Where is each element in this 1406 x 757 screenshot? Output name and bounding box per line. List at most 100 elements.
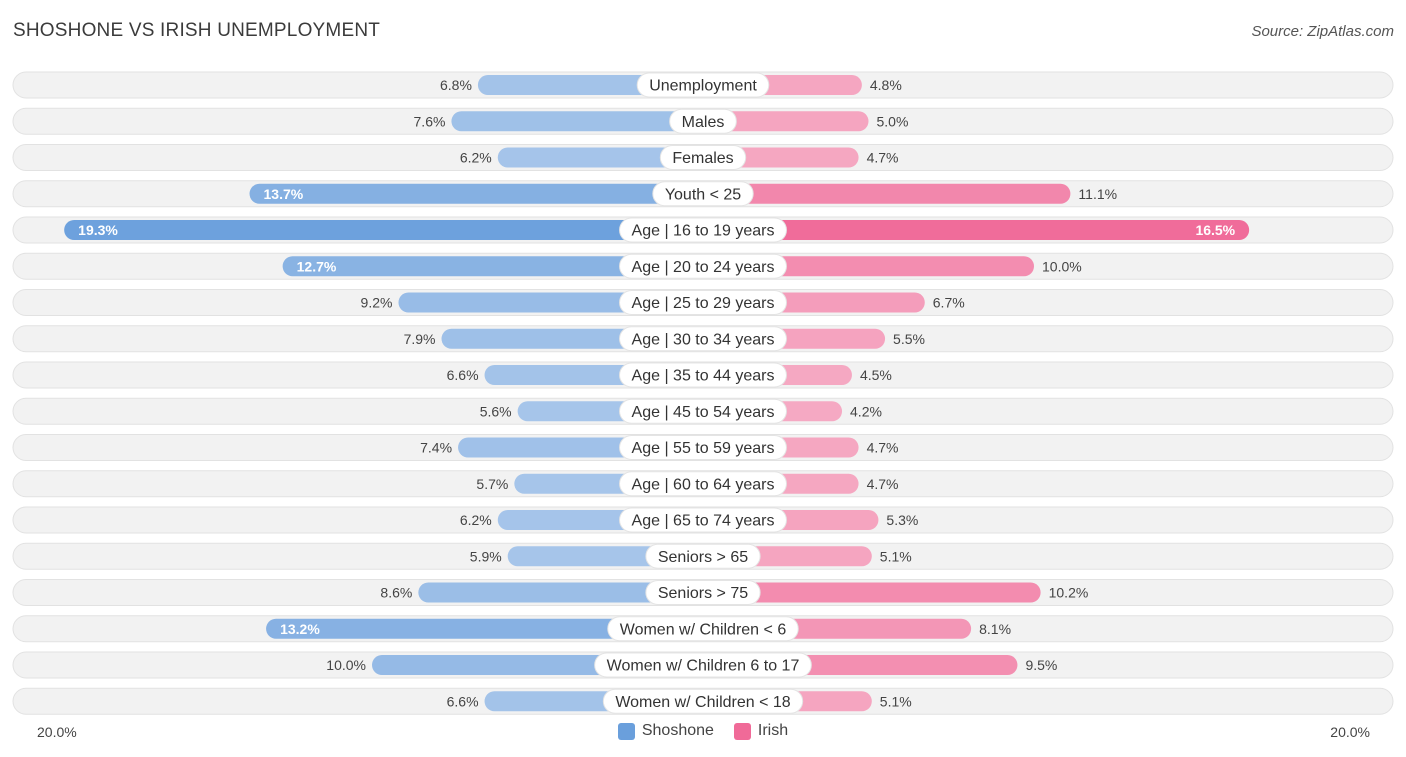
category-label: Age | 25 to 29 years bbox=[632, 295, 775, 312]
value-label-irish: 5.3% bbox=[886, 512, 918, 528]
value-label-shoshone: 6.8% bbox=[440, 77, 472, 93]
category-label: Women w/ Children 6 to 17 bbox=[607, 658, 800, 675]
value-label-shoshone: 7.9% bbox=[404, 331, 436, 347]
row-15: 13.2% 8.1% Women w/ Children < 6 bbox=[12, 615, 1394, 643]
category-pill bbox=[594, 652, 812, 678]
value-label-shoshone: 19.3% bbox=[78, 222, 118, 238]
legend-swatch-shoshone bbox=[617, 722, 635, 740]
category-label: Age | 60 to 64 years bbox=[632, 476, 775, 493]
row-8: 6.6% 4.5% Age | 35 to 44 years bbox=[12, 361, 1394, 389]
category-pill bbox=[607, 616, 799, 642]
bar-irish bbox=[703, 111, 869, 132]
category-label: Age | 30 to 34 years bbox=[632, 331, 775, 348]
value-label-shoshone: 7.6% bbox=[414, 113, 446, 129]
category-pill bbox=[659, 145, 747, 170]
category-pill bbox=[645, 543, 761, 569]
category-pill bbox=[619, 507, 787, 533]
axis-label-right: 20.0% bbox=[1330, 724, 1370, 740]
value-label-irish: 8.1% bbox=[979, 621, 1011, 637]
value-label-irish: 5.5% bbox=[893, 331, 925, 347]
value-label-irish: 10.2% bbox=[1049, 585, 1089, 601]
value-label-irish: 10.0% bbox=[1042, 258, 1082, 274]
category-label: Age | 16 to 19 years bbox=[632, 223, 775, 240]
category-label: Seniors > 65 bbox=[658, 549, 748, 566]
row-7: 7.9% 5.5% Age | 30 to 34 years bbox=[12, 325, 1394, 353]
row-2: 6.2% 4.7% Females bbox=[12, 144, 1394, 171]
category-label: Seniors > 75 bbox=[658, 585, 748, 602]
value-label-irish: 4.2% bbox=[850, 403, 882, 419]
row-3: 13.7% 11.1% Youth < 25 bbox=[12, 180, 1394, 208]
category-pill bbox=[652, 181, 754, 207]
category-pill bbox=[619, 290, 787, 315]
category-pill bbox=[619, 471, 787, 497]
category-label: Women w/ Children < 18 bbox=[615, 694, 790, 711]
category-pill bbox=[619, 217, 787, 243]
value-label-shoshone: 8.6% bbox=[380, 585, 412, 601]
legend-swatch-irish bbox=[733, 722, 751, 740]
value-label-irish: 4.7% bbox=[867, 150, 899, 166]
bar-irish bbox=[703, 183, 1071, 204]
value-label-irish: 16.5% bbox=[1195, 222, 1235, 238]
category-pill bbox=[619, 326, 787, 352]
category-label: Age | 45 to 54 years bbox=[632, 404, 775, 421]
bar-irish bbox=[703, 582, 1041, 603]
category-pill bbox=[619, 435, 787, 460]
bar-shoshone bbox=[249, 183, 703, 204]
bar-shoshone bbox=[64, 220, 704, 240]
category-pill bbox=[636, 72, 770, 98]
category-label: Age | 35 to 44 years bbox=[632, 368, 775, 385]
legend-label-irish: Irish bbox=[757, 722, 789, 739]
row-14: 8.6% 10.2% Seniors > 75 bbox=[12, 579, 1394, 606]
bar-shoshone bbox=[497, 147, 703, 168]
row-6: 9.2% 6.7% Age | 25 to 29 years bbox=[12, 289, 1394, 316]
value-label-shoshone: 6.6% bbox=[447, 367, 479, 383]
category-label: Age | 20 to 24 years bbox=[632, 259, 775, 276]
category-pill bbox=[669, 108, 737, 134]
value-label-shoshone: 5.6% bbox=[480, 403, 512, 419]
category-label: Males bbox=[682, 114, 725, 131]
category-pill bbox=[602, 688, 804, 714]
legend-label-shoshone: Shoshone bbox=[641, 722, 714, 739]
value-label-shoshone: 7.4% bbox=[420, 440, 452, 456]
row-0: 6.8% 4.8% Unemployment bbox=[12, 71, 1394, 99]
row-17: 6.6% 5.1% Women w/ Children < 18 bbox=[12, 687, 1394, 715]
bar-shoshone bbox=[282, 256, 703, 277]
value-label-irish: 5.0% bbox=[877, 113, 909, 129]
value-label-shoshone: 12.7% bbox=[297, 258, 337, 274]
value-label-irish: 4.5% bbox=[860, 367, 892, 383]
chart-title: SHOSHONE VS IRISH UNEMPLOYMENT bbox=[13, 20, 381, 41]
row-4: 19.3% 16.5% Age | 16 to 19 years bbox=[12, 216, 1394, 244]
value-label-irish: 6.7% bbox=[933, 295, 965, 311]
bar-shoshone bbox=[451, 111, 703, 132]
value-label-shoshone: 9.2% bbox=[361, 295, 393, 311]
axis-label-left: 20.0% bbox=[37, 724, 77, 740]
value-label-irish: 4.7% bbox=[867, 476, 899, 492]
category-label: Age | 65 to 74 years bbox=[632, 513, 775, 530]
category-label: Women w/ Children < 6 bbox=[620, 621, 787, 638]
legend-item-shoshone[interactable]: Shoshone bbox=[617, 722, 714, 740]
category-label: Unemployment bbox=[649, 78, 757, 95]
category-label: Youth < 25 bbox=[665, 186, 741, 203]
value-label-irish: 4.7% bbox=[867, 440, 899, 456]
legend-item-irish[interactable]: Irish bbox=[733, 722, 789, 740]
value-label-shoshone: 10.0% bbox=[326, 657, 366, 673]
row-11: 5.7% 4.7% Age | 60 to 64 years bbox=[12, 470, 1394, 498]
row-13: 5.9% 5.1% Seniors > 65 bbox=[12, 542, 1394, 570]
category-label: Females bbox=[672, 150, 733, 167]
row-1: 7.6% 5.0% Males bbox=[12, 107, 1394, 135]
value-label-shoshone: 6.2% bbox=[460, 150, 492, 166]
bar-shoshone bbox=[418, 582, 703, 603]
value-label-shoshone: 6.6% bbox=[447, 693, 479, 709]
legend: Shoshone Irish bbox=[0, 722, 1406, 740]
value-label-irish: 5.1% bbox=[880, 548, 912, 564]
value-label-irish: 9.5% bbox=[1025, 657, 1057, 673]
category-pill bbox=[619, 362, 787, 388]
category-pill bbox=[619, 398, 787, 424]
bar-shoshone bbox=[266, 618, 703, 639]
row-10: 7.4% 4.7% Age | 55 to 59 years bbox=[12, 434, 1394, 461]
value-label-shoshone: 5.7% bbox=[476, 476, 508, 492]
value-label-shoshone: 13.7% bbox=[264, 186, 304, 202]
source-label: Source: ZipAtlas.com bbox=[1251, 23, 1394, 40]
category-pill bbox=[619, 253, 787, 279]
